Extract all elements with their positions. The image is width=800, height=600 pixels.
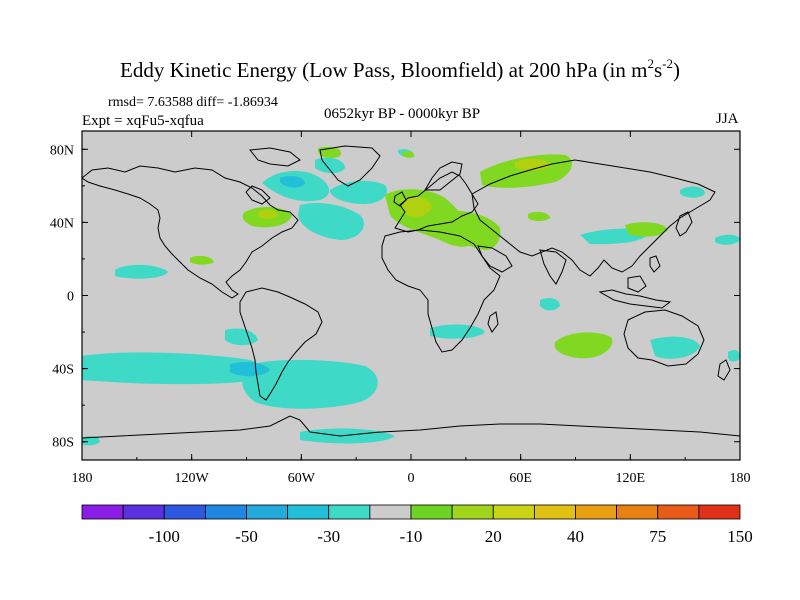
map-plot-area — [82, 131, 740, 460]
colorbar-label: -50 — [235, 527, 258, 546]
north-pacific-positive — [625, 222, 668, 237]
coast-hudson-bay — [245, 185, 271, 205]
unit-exponent-2: -2 — [662, 56, 673, 71]
colorbar-swatch — [328, 504, 371, 520]
labrador-negative — [315, 157, 345, 174]
colorbar-swatch — [81, 504, 124, 520]
coast-africa — [381, 229, 501, 353]
x-tick-label: 120W — [175, 471, 210, 486]
north-atlantic-negative-2 — [298, 203, 364, 240]
colorbar-swatch — [698, 504, 741, 520]
colorbar-swatch — [657, 504, 700, 520]
colorbar-swatch — [451, 504, 494, 520]
tropical-atlantic-negative — [540, 298, 560, 311]
y-tick-label: 40N — [50, 216, 74, 231]
colorbar: -100 -50 -30 -10 20 40 75 150 — [81, 504, 753, 546]
colorbar-swatch — [246, 504, 289, 520]
coast-india — [539, 249, 567, 285]
coast-antarctica — [82, 415, 740, 439]
south-atlantic-negative — [242, 359, 378, 409]
colorbar-swatch — [287, 504, 330, 520]
x-tick-label: 120E — [616, 471, 646, 486]
coast-greenland — [319, 145, 381, 187]
colorbar-swatch — [410, 504, 453, 520]
coast-scandinavia — [424, 161, 463, 191]
east-pacific-negative — [115, 264, 168, 279]
period-label: 0652kyr BP - 0000kyr BP — [324, 106, 481, 122]
antarctic-negative — [300, 428, 395, 444]
colorbar-label: 75 — [649, 527, 666, 546]
coast-japan — [675, 211, 693, 237]
north-atlantic-negative-3 — [330, 180, 388, 205]
y-tick-label: 40S — [52, 363, 74, 378]
x-tick-label: 0 — [408, 471, 415, 486]
y-tick-label: 80N — [50, 143, 74, 158]
x-tick-label: 180 — [730, 471, 751, 486]
small-positive-1 — [190, 255, 214, 265]
pacific-negative-2 — [680, 186, 705, 198]
colorbar-swatch — [575, 504, 618, 520]
colorbar-swatch — [616, 504, 659, 520]
colorbar-label: -10 — [400, 527, 423, 546]
coast-south-america — [239, 287, 323, 401]
y-tick-label: 0 — [67, 290, 74, 305]
north-america-core — [258, 209, 278, 219]
colorbar-swatch — [163, 504, 206, 520]
coast-asia — [471, 159, 716, 277]
southern-ocean-core — [230, 362, 270, 377]
coast-british-isles — [393, 191, 407, 207]
experiment-label: Expt = xqFu5-xqfua — [82, 113, 204, 129]
x-tick-label: 60W — [288, 471, 316, 486]
colorbar-swatch — [122, 504, 165, 520]
north-atlantic-core — [280, 176, 305, 188]
far-south-negative — [82, 435, 100, 446]
colorbar-label: -30 — [317, 527, 340, 546]
y-tick-label: 80S — [52, 436, 74, 451]
siberia-core — [515, 158, 550, 171]
x-axis: 180 120W 60W 0 60E 120E 180 — [72, 131, 751, 486]
small-positive-2 — [528, 211, 550, 221]
west-pacific-negative — [715, 234, 740, 245]
coast-north-america — [82, 165, 299, 299]
x-tick-label: 60E — [509, 471, 532, 486]
x-tick-label: 180 — [72, 471, 93, 486]
australia-negative — [650, 336, 700, 359]
coast-new-zealand — [717, 359, 731, 381]
europe-core — [400, 196, 432, 217]
colorbar-label: 20 — [485, 527, 502, 546]
rmsd-diff-label: rmsd= 7.63588 diff= -1.86934 — [108, 95, 278, 110]
coast-indonesia — [598, 289, 672, 309]
southwest-indian-negative — [430, 324, 485, 339]
chart-title: Eddy Kinetic Energy (Low Pass, Bloomfiel… — [120, 56, 680, 82]
colorbar-swatch — [204, 504, 247, 520]
coast-borneo — [627, 275, 647, 293]
south-pacific-east-negative — [728, 350, 740, 362]
colorbar-label: -100 — [149, 527, 180, 546]
colorbar-swatch — [533, 504, 576, 520]
y-axis: 80N 40N 0 40S 80S — [50, 143, 740, 451]
colorbar-swatch — [492, 504, 535, 520]
colorbar-label: 150 — [727, 527, 753, 546]
season-label: JJA — [716, 111, 739, 127]
coast-arctic-islands — [249, 147, 301, 167]
coastlines — [82, 145, 740, 439]
indian-ocean-positive — [554, 332, 613, 359]
coast-arabia — [477, 245, 513, 273]
southern-ocean-negative — [82, 352, 263, 385]
coast-philippines — [649, 255, 661, 273]
small-positive-3 — [402, 151, 415, 158]
unit-exponent-1: 2 — [647, 56, 654, 71]
colorbar-label: 40 — [567, 527, 584, 546]
coast-australia — [623, 309, 705, 367]
coast-madagascar — [487, 311, 499, 333]
colorbar-swatch — [369, 504, 412, 520]
